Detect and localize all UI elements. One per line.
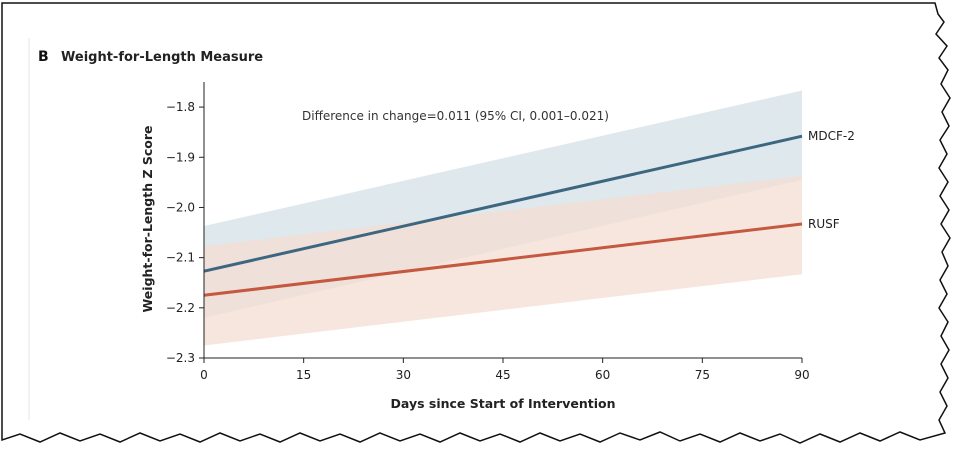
- y-tick-label: −2.0: [166, 200, 195, 214]
- x-tick-label: 60: [595, 368, 610, 382]
- series-label-mdcf-2: MDCF-2: [808, 129, 855, 143]
- y-ticks: −2.3 −2.2 −2.1 −2.0 −1.9 −1.8: [166, 100, 204, 365]
- series-label-rusf: RUSF: [808, 217, 840, 231]
- y-axis-title: Weight-for-Length Z Score: [140, 125, 155, 312]
- series-labels: MDCF-2 RUSF: [808, 129, 855, 231]
- y-tick-label: −2.3: [166, 351, 195, 365]
- y-tick-label: −2.1: [166, 251, 195, 265]
- x-axis-title: Days since Start of Intervention: [391, 396, 616, 411]
- plot-area: 0 15 30 45 60 75 90 −2.3 −2.2 −2.1 −2.0 −1.9 −1.8 M…: [166, 82, 855, 382]
- panel-title: Weight-for-Length Measure: [61, 50, 263, 65]
- series-line-rusf: [203, 222, 803, 297]
- x-tick-label: 45: [495, 368, 510, 382]
- difference-annotation: Difference in change=0.011 (95% CI, 0.00…: [302, 109, 609, 123]
- x-tick-label: 0: [200, 368, 208, 382]
- panel-letter: B: [38, 49, 49, 65]
- y-tick-label: −2.2: [166, 301, 195, 315]
- x-tick-label: 15: [296, 368, 311, 382]
- x-ticks: 0 15 30 45 60 75 90: [200, 358, 810, 382]
- series-lines: [203, 134, 803, 297]
- y-tick-label: −1.9: [166, 150, 195, 164]
- series-line-mdcf-2: [203, 134, 803, 273]
- x-tick-label: 75: [695, 368, 710, 382]
- y-tick-label: −1.8: [166, 100, 195, 114]
- x-tick-label: 30: [396, 368, 411, 382]
- x-tick-label: 90: [794, 368, 809, 382]
